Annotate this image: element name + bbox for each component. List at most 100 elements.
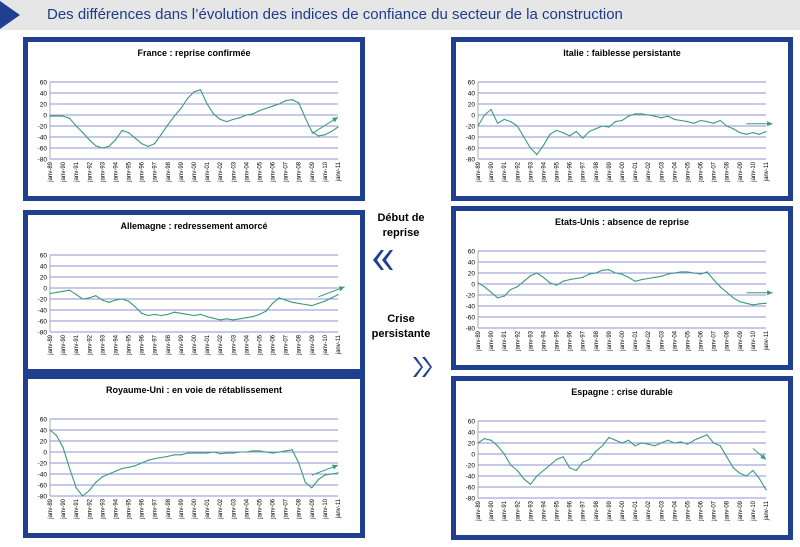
- y-tick-label: -20: [38, 461, 48, 468]
- data-point: [75, 125, 77, 127]
- data-point: [226, 452, 228, 454]
- x-tick-label: janv-91: [502, 500, 508, 521]
- x-tick-label: janv-96: [568, 500, 574, 521]
- x-tick-label: janv-06: [699, 500, 705, 521]
- chart-panel-royaume-uni: Royaume-Uni : en voie de rétablissement …: [23, 374, 365, 538]
- x-tick-label: janv-09: [738, 161, 744, 182]
- data-point: [291, 301, 293, 303]
- chart-title: Italie : faiblesse persistante: [563, 48, 681, 58]
- data-point: [739, 472, 741, 474]
- x-tick-label: janv-02: [646, 500, 652, 521]
- x-tick-label: janv-07: [284, 334, 290, 355]
- x-tick-label: janv-90: [489, 161, 495, 182]
- data-point: [160, 314, 162, 317]
- x-tick-label: janv-95: [555, 161, 561, 182]
- x-tick-label: janv-10: [323, 161, 329, 182]
- data-point: [680, 441, 682, 443]
- data-point: [699, 119, 702, 122]
- data-point: [588, 458, 590, 461]
- data-point: [713, 122, 715, 124]
- data-point: [516, 125, 518, 127]
- x-tick-label: janv-01: [633, 500, 639, 521]
- series-line: [50, 89, 339, 149]
- data-point: [601, 125, 603, 127]
- y-tick-label: -20: [466, 463, 476, 470]
- x-tick-label: janv-01: [633, 330, 639, 351]
- x-tick-label: janv-07: [712, 330, 718, 351]
- data-point: [114, 299, 117, 301]
- x-tick-label: janv-93: [528, 330, 534, 351]
- x-tick-label: janv-90: [61, 498, 67, 519]
- data-point: [641, 279, 643, 281]
- data-point: [49, 429, 51, 431]
- x-tick-label: janv-99: [179, 334, 185, 355]
- data-point: [641, 113, 643, 115]
- data-point: [595, 450, 597, 452]
- x-tick-label: janv-89: [476, 161, 482, 182]
- trend-arrowhead: [767, 121, 773, 127]
- data-point: [311, 487, 313, 489]
- data-point: [477, 125, 479, 127]
- data-point: [752, 132, 754, 134]
- data-point: [614, 272, 617, 274]
- header-arrow-icon: [0, 1, 20, 29]
- x-tick-label: janv-01: [205, 498, 211, 519]
- x-tick-label: janv-94: [113, 498, 119, 519]
- data-point: [667, 273, 669, 275]
- x-tick-label: janv-89: [48, 334, 54, 355]
- data-point: [101, 476, 103, 478]
- x-tick-label: janv-02: [646, 161, 652, 182]
- chart-title: Allemagne : redressement amorcé: [120, 221, 268, 231]
- x-tick-label: janv-10: [323, 498, 329, 519]
- chart-title: Etats-Unis : absence de reprise: [554, 217, 690, 227]
- data-point: [291, 449, 293, 451]
- data-point: [490, 108, 492, 111]
- data-point: [219, 319, 221, 321]
- data-point: [121, 467, 123, 470]
- data-point: [490, 439, 492, 441]
- x-tick-label: janv-05: [257, 334, 263, 355]
- data-point: [82, 298, 84, 300]
- chart-panel-espagne: Espagne : crise durable 60 40 20 0 -20 -40 -60…: [451, 376, 793, 540]
- data-point: [206, 316, 208, 318]
- data-point: [95, 295, 97, 297]
- data-point: [542, 144, 545, 146]
- data-point: [706, 271, 708, 273]
- data-point: [55, 291, 58, 293]
- data-point: [483, 114, 486, 116]
- trend-arrowhead: [332, 117, 338, 123]
- data-point: [258, 450, 261, 452]
- data-point: [549, 464, 551, 466]
- data-point: [765, 302, 767, 304]
- data-point: [317, 135, 319, 137]
- x-tick-label: janv-11: [336, 161, 342, 182]
- data-point: [95, 481, 97, 483]
- data-point: [582, 137, 584, 139]
- data-point: [245, 451, 247, 453]
- double-chevron-right-icon: [413, 357, 432, 377]
- data-point: [127, 466, 130, 468]
- data-point: [285, 100, 287, 102]
- y-tick-label: 40: [40, 264, 48, 271]
- x-tick-label: janv-05: [685, 500, 691, 521]
- chart-title: Espagne : crise durable: [571, 387, 673, 397]
- x-tick-label: janv-89: [48, 161, 54, 182]
- x-tick-label: janv-94: [541, 330, 547, 351]
- x-tick-label: janv-99: [607, 330, 613, 351]
- x-tick-label: janv-00: [192, 161, 198, 182]
- data-point: [193, 91, 195, 93]
- x-tick-label: janv-91: [502, 330, 508, 351]
- data-point: [699, 273, 702, 275]
- data-point: [490, 291, 492, 293]
- y-tick-label: -20: [38, 124, 48, 131]
- x-tick-label: janv-95: [127, 498, 133, 519]
- data-point: [330, 130, 333, 133]
- x-tick-label: janv-10: [751, 161, 757, 182]
- data-point: [337, 472, 339, 474]
- x-tick-label: janv-03: [231, 498, 237, 519]
- data-point: [141, 462, 143, 464]
- data-point: [660, 442, 662, 444]
- data-point: [82, 132, 84, 134]
- data-point: [621, 442, 623, 444]
- data-point: [654, 276, 656, 278]
